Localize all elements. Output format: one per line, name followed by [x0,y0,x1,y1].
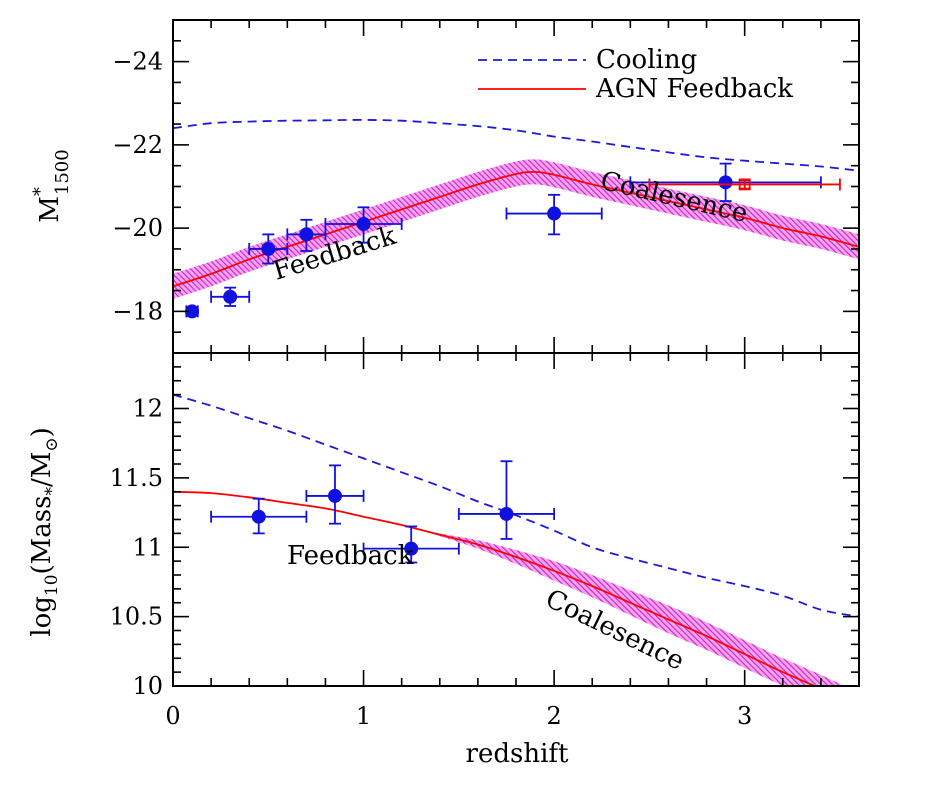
bottom-ylabel-mass: (Mass [27,496,57,575]
bottom-series-lines [173,393,859,686]
bottom-y-axis-title: log10(Mass*/M⊙) [27,427,62,637]
top-point-4 [324,206,403,244]
top-ylabel-main: M [35,196,65,223]
bottom-ylabel-msun: /M [27,452,57,487]
top-point-1-marker [223,289,238,304]
top-y-tick-label: −20 [112,214,163,242]
top-annotation-coalesence: Coalesence [598,166,751,229]
top-y-tick-label: −24 [112,48,163,76]
top-agn-band [173,159,859,299]
bottom-ylabel-mass-sub: * [42,487,62,496]
top-point-0-marker [185,304,200,319]
top-point-6-marker [718,175,733,190]
bottom-y-tick-label: 11.5 [110,464,163,492]
bot-point-2 [362,525,460,564]
legend-cooling-label: Cooling [596,45,697,75]
bot-point-3 [457,460,556,540]
bot-cooling-line [173,393,859,618]
top-point-3 [286,218,327,252]
x-tick-label: 2 [546,702,561,730]
bottom-ylabel-close: ) [27,427,57,437]
legend-agn-label: AGN Feedback [595,74,793,104]
bot-point-1 [305,464,365,525]
bottom-y-tick-label: 10.5 [110,603,163,631]
x-tick-label: 1 [356,702,371,730]
bottom-y-tick-label: 10 [132,672,163,700]
axis-ticks [172,19,860,687]
top-y-tick-label: −22 [112,131,163,159]
bottom-ylabel-log: log [27,596,57,637]
top-y-axis-title: M*1500 [30,149,73,222]
top-y-axis-title-text: M*1500 [30,149,73,222]
bottom-y-tick-label: 11 [132,533,163,561]
top-series-lines [173,118,859,288]
bot-point-0 [210,497,308,535]
x-tick-label: 3 [737,702,752,730]
top-point-5 [505,193,603,236]
bottom-data-points [210,460,556,564]
top-ylabel-sub: 1500 [52,149,73,195]
legend: Cooling AGN Feedback [478,45,793,104]
top-agn-feedback-line [173,170,859,288]
top-point-7 [648,178,841,191]
top-agn-uncertainty-band [173,159,859,299]
top-point-6 [629,162,822,202]
bottom-ylabel-log-sub: 10 [42,574,62,596]
bot-point-2-marker [404,541,419,556]
bot-point-1-marker [327,488,342,503]
top-ylabel-sup: * [30,187,51,196]
bottom-panel-frame [172,352,860,687]
x-tick-label: 0 [165,702,180,730]
top-point-7-marker [738,178,751,191]
bot-point-0-marker [251,509,266,524]
top-point-5-marker [547,206,562,221]
bottom-y-axis-title-text: log10(Mass*/M⊙) [27,427,62,637]
top-point-4-marker [356,216,371,231]
bottom-y-tick-label: 12 [132,395,163,423]
bottom-agn-band [173,491,845,686]
top-point-0 [185,304,200,319]
top-point-2-marker [261,241,276,256]
top-point-2 [248,233,289,265]
bottom-annotation-feedback: Feedback [287,541,414,571]
x-axis-title: redshift [466,739,569,769]
top-y-tick-label: −18 [112,297,163,325]
bot-point-3-marker [499,506,514,521]
top-point-1 [210,286,251,307]
top-cooling-line [173,118,859,172]
bot-agn-uncertainty-band [173,491,845,686]
bot-agn-feedback-line [173,490,817,686]
top-point-3-marker [299,227,314,242]
bottom-ylabel-msun-sub: ⊙ [42,437,62,451]
top-data-points [185,162,841,319]
